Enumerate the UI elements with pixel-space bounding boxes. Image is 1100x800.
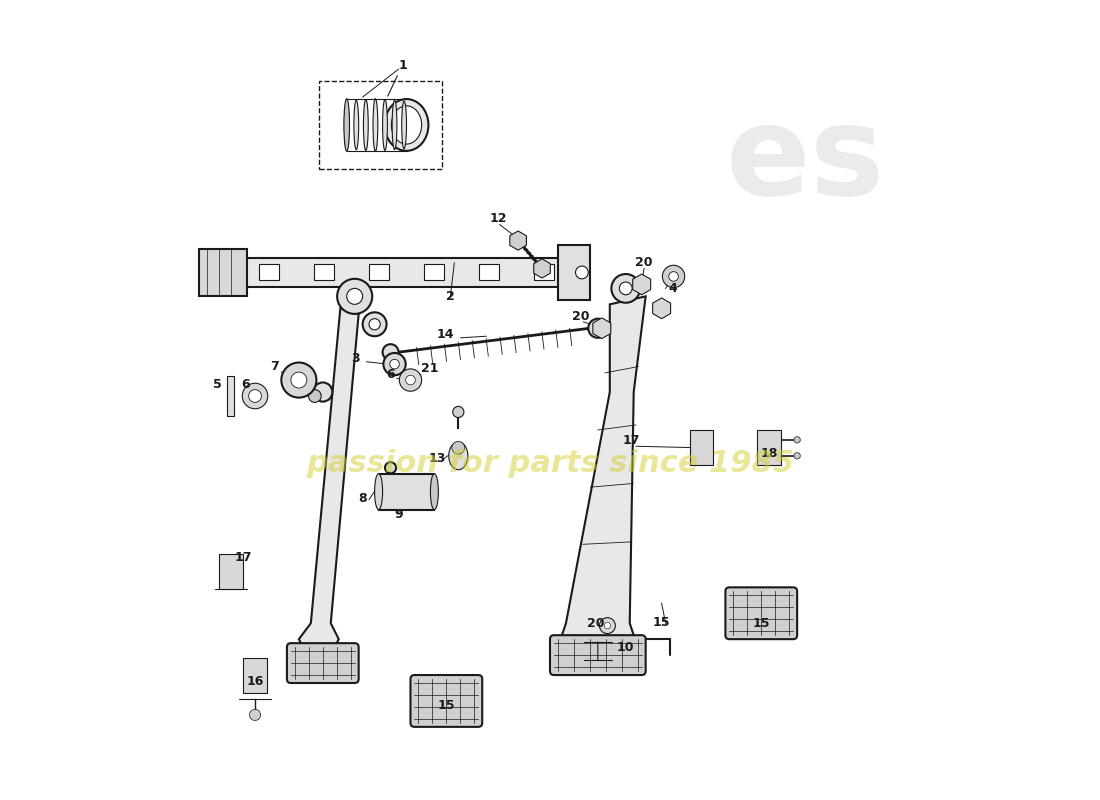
Bar — [535, 265, 554, 281]
Circle shape — [383, 344, 398, 360]
Polygon shape — [299, 308, 359, 655]
Circle shape — [385, 462, 396, 474]
Ellipse shape — [344, 101, 349, 149]
Bar — [478, 265, 499, 281]
Polygon shape — [632, 274, 651, 294]
Bar — [690, 430, 714, 466]
Circle shape — [337, 279, 372, 314]
Polygon shape — [534, 259, 550, 278]
Ellipse shape — [392, 100, 397, 150]
Text: es: es — [726, 100, 884, 222]
Ellipse shape — [363, 99, 368, 150]
Ellipse shape — [430, 474, 439, 510]
Text: 17: 17 — [623, 434, 640, 447]
Text: 5: 5 — [213, 378, 222, 391]
Circle shape — [290, 372, 307, 388]
Ellipse shape — [344, 98, 350, 151]
Circle shape — [612, 274, 640, 302]
Text: 4: 4 — [668, 282, 676, 294]
Circle shape — [368, 318, 381, 330]
Bar — [199, 249, 248, 296]
Circle shape — [604, 622, 611, 629]
Text: 17: 17 — [234, 551, 252, 564]
Bar — [558, 245, 590, 300]
Text: 16: 16 — [246, 674, 264, 688]
Circle shape — [399, 369, 421, 391]
Text: 6: 6 — [386, 369, 395, 382]
Ellipse shape — [449, 442, 468, 470]
Circle shape — [794, 437, 801, 443]
FancyBboxPatch shape — [550, 635, 646, 675]
Text: 10: 10 — [617, 641, 635, 654]
Circle shape — [575, 266, 589, 279]
Circle shape — [242, 383, 267, 409]
Bar — [243, 658, 267, 693]
Bar — [378, 474, 434, 510]
Text: 15: 15 — [752, 618, 770, 630]
Circle shape — [282, 362, 317, 398]
Text: passion for parts since 1985: passion for parts since 1985 — [306, 450, 794, 478]
Text: 2: 2 — [446, 290, 454, 303]
Polygon shape — [652, 298, 671, 318]
Circle shape — [794, 453, 801, 459]
Circle shape — [657, 303, 667, 313]
Text: 8: 8 — [359, 492, 367, 505]
Ellipse shape — [383, 99, 387, 150]
Circle shape — [452, 442, 464, 454]
Circle shape — [314, 382, 332, 402]
Circle shape — [600, 618, 615, 634]
Text: 15: 15 — [653, 616, 670, 629]
Circle shape — [308, 390, 321, 402]
Ellipse shape — [375, 474, 383, 510]
Text: 20: 20 — [572, 310, 588, 323]
Ellipse shape — [385, 99, 428, 151]
Circle shape — [406, 375, 416, 385]
Ellipse shape — [402, 101, 407, 149]
Circle shape — [363, 312, 386, 336]
Text: 1: 1 — [398, 59, 407, 72]
Text: 18: 18 — [760, 447, 778, 460]
Circle shape — [669, 272, 679, 282]
Bar — [258, 265, 279, 281]
Text: 12: 12 — [490, 212, 507, 226]
Text: 3: 3 — [352, 352, 361, 365]
Bar — [319, 81, 442, 169]
Ellipse shape — [354, 100, 359, 150]
Polygon shape — [558, 296, 646, 647]
Circle shape — [453, 406, 464, 418]
FancyBboxPatch shape — [725, 587, 797, 639]
Text: 15: 15 — [438, 699, 455, 712]
Circle shape — [662, 266, 684, 287]
Circle shape — [384, 353, 406, 375]
Circle shape — [597, 323, 606, 333]
Bar — [368, 265, 389, 281]
Circle shape — [389, 359, 399, 369]
FancyBboxPatch shape — [410, 675, 482, 727]
Ellipse shape — [373, 98, 377, 151]
Text: 9: 9 — [394, 508, 403, 521]
Text: 20: 20 — [587, 618, 605, 630]
Bar — [243, 258, 565, 286]
Text: 6: 6 — [241, 378, 250, 391]
Circle shape — [619, 282, 632, 294]
Ellipse shape — [392, 106, 421, 144]
Polygon shape — [593, 318, 611, 338]
Bar — [757, 430, 781, 466]
Bar — [219, 554, 243, 589]
Text: 14: 14 — [437, 328, 454, 341]
Text: 13: 13 — [428, 452, 446, 465]
Text: 7: 7 — [271, 360, 279, 373]
Circle shape — [346, 288, 363, 304]
Bar — [424, 265, 444, 281]
Circle shape — [250, 710, 261, 721]
Polygon shape — [509, 231, 527, 250]
FancyBboxPatch shape — [287, 643, 359, 683]
Polygon shape — [227, 376, 233, 416]
Circle shape — [637, 280, 647, 289]
Bar — [314, 265, 334, 281]
Text: 20: 20 — [636, 256, 652, 269]
Circle shape — [588, 318, 607, 338]
Circle shape — [249, 390, 262, 402]
Text: 21: 21 — [421, 362, 438, 375]
